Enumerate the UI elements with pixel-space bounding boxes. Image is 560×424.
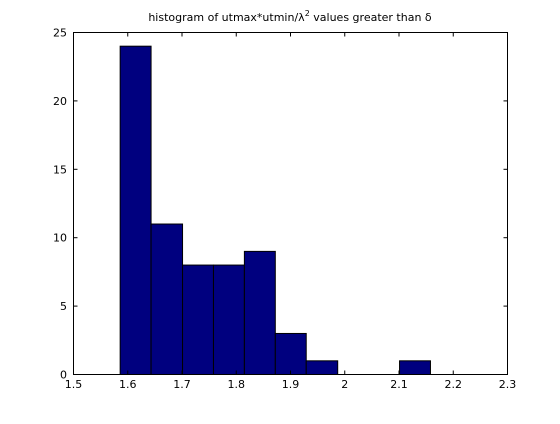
- x-tick-label: 1.5: [65, 378, 83, 391]
- histogram-bar-2: [150, 223, 184, 375]
- histogram-bar-10: [399, 360, 431, 376]
- chart-title-prefix: histogram of utmax*utmin/λ: [148, 11, 305, 24]
- histogram-bar-4: [212, 264, 245, 375]
- x-tick-label: 1.6: [119, 378, 137, 391]
- y-tick-label: 20: [53, 95, 67, 108]
- x-tick-label: 2.1: [390, 378, 408, 391]
- chart-title: histogram of utmax*utmin/λ2 values great…: [148, 9, 432, 24]
- histogram-bar-7: [305, 360, 339, 376]
- histogram-bar-5: [243, 250, 276, 376]
- x-axis-ticks: 1.5 1.6 1.7 1.8 1.9 2 2.1 2.2 2.3: [65, 32, 517, 391]
- y-tick-label: 15: [53, 163, 67, 176]
- histogram-bar-6: [274, 332, 307, 375]
- x-tick-label: 2.2: [445, 378, 463, 391]
- histogram-bar-3: [182, 264, 214, 375]
- chart-title-suffix: values greater than δ: [310, 11, 432, 24]
- plot-frame: [73, 32, 508, 375]
- y-tick-label: 0: [60, 369, 67, 382]
- x-tick-label: 1.8: [228, 378, 246, 391]
- y-tick-label: 5: [60, 300, 67, 313]
- x-tick-label: 2: [341, 378, 348, 391]
- histogram-bar-1: [119, 45, 152, 376]
- x-tick-label: 2.3: [499, 378, 517, 391]
- y-tick-label: 10: [53, 232, 67, 245]
- x-tick-label: 1.9: [282, 378, 300, 391]
- bars-group: [119, 45, 431, 376]
- y-axis-ticks: 0 5 10 15 20 25: [53, 27, 508, 382]
- x-tick-label: 1.7: [173, 378, 191, 391]
- chart-title-superscript: 2: [305, 9, 310, 18]
- y-tick-label: 25: [53, 27, 67, 40]
